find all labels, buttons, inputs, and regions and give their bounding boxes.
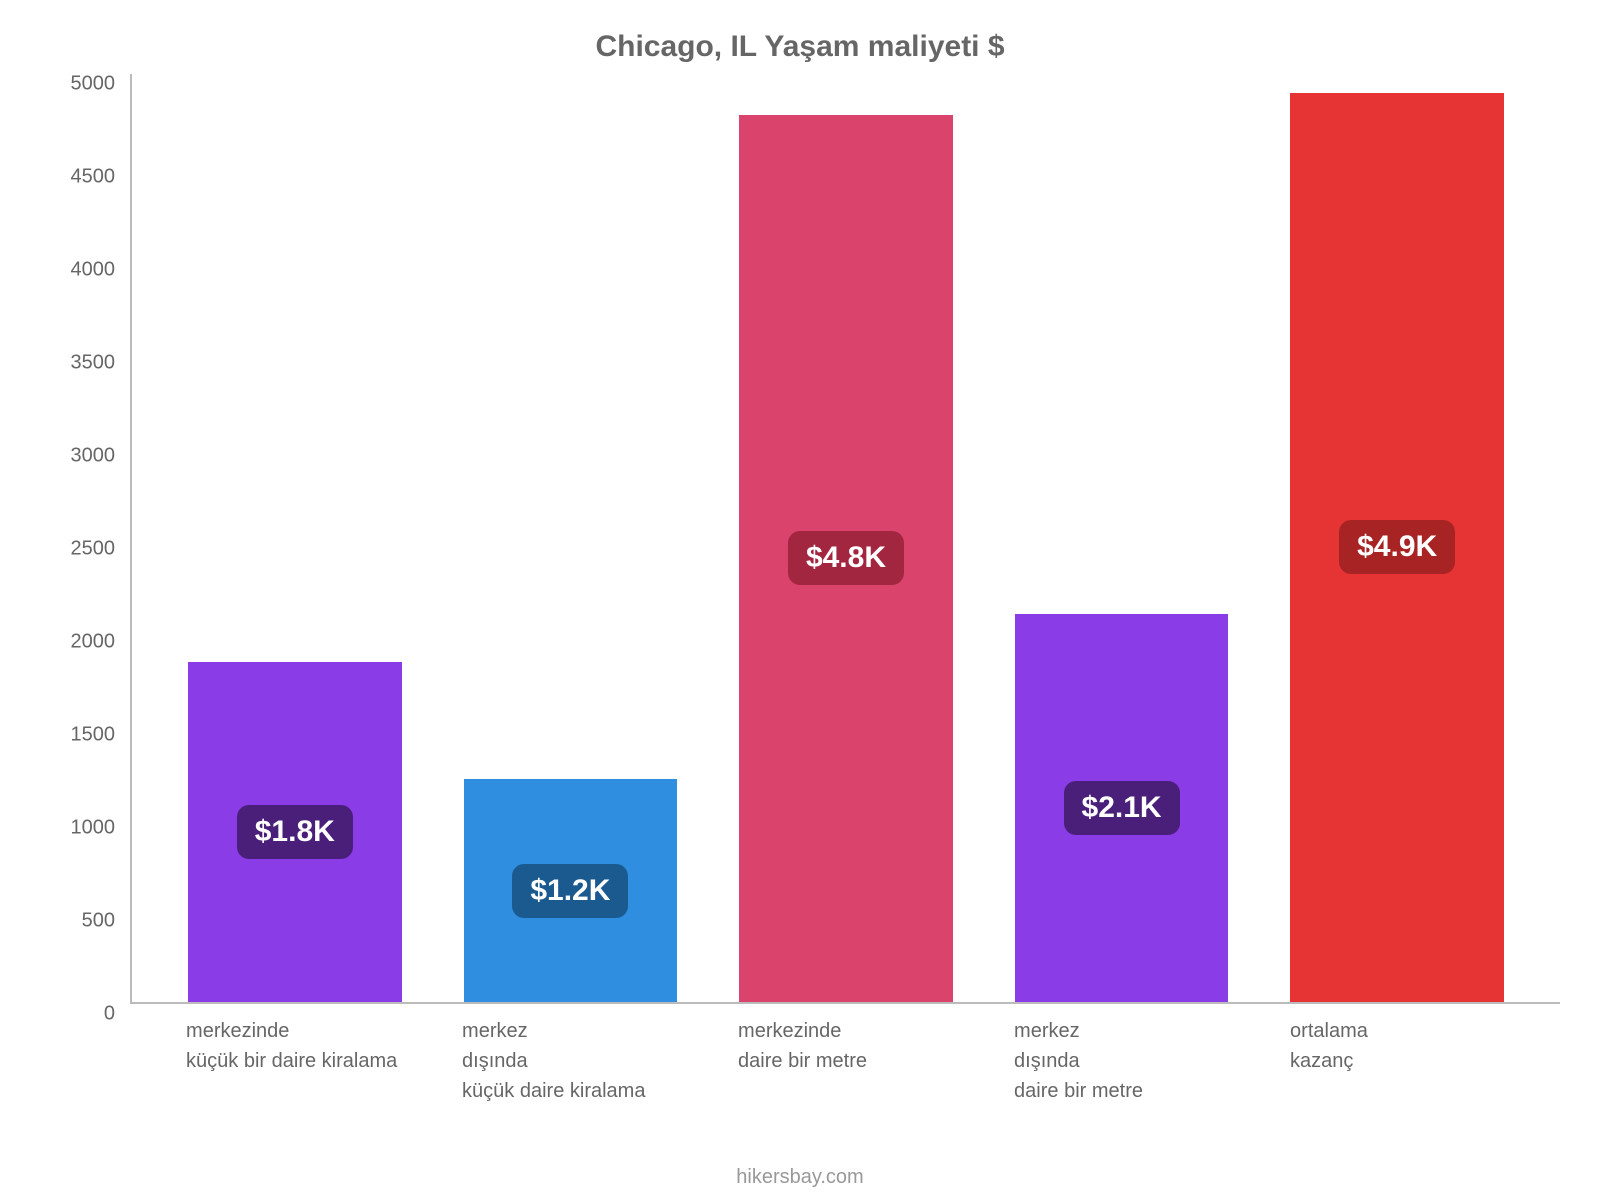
x-tick-label: merkezinde küçük bir daire kiralama (186, 1016, 400, 1106)
x-tick-label: merkez dışında daire bir metre (1014, 1016, 1228, 1106)
y-tick-label: 2500 (45, 538, 115, 561)
bar-value-badge: $1.2K (512, 864, 628, 918)
bar-value-badge: $4.8K (788, 531, 904, 585)
bar: $4.9K (1290, 93, 1504, 1002)
x-tick-label: merkez dışında küçük daire kiralama (462, 1016, 676, 1106)
y-axis: 0500100015002000250030003500400045005000 (40, 74, 130, 1004)
plot-area: $1.8K $1.2K $4.8K $2.1K $4.9K (130, 74, 1560, 1004)
y-tick-label: 500 (45, 910, 115, 933)
x-tick-label: merkezinde daire bir metre (738, 1016, 952, 1106)
bar: $2.1K (1015, 614, 1229, 1002)
bar-value-badge: $4.9K (1339, 520, 1455, 574)
y-tick-label: 1000 (45, 817, 115, 840)
chart-container: Chicago, IL Yaşam maliyeti $ 0 500 1000 150… (0, 0, 1600, 1200)
y-tick-label: 3000 (45, 445, 115, 468)
plot-row: 0500100015002000250030003500400045005000… (40, 74, 1560, 1004)
y-tick-label: 5000 (45, 73, 115, 96)
bars-group: $1.8K $1.2K $4.8K $2.1K $4.9K (132, 74, 1560, 1002)
y-tick-label: 3500 (45, 352, 115, 375)
y-tick-label: 1500 (45, 724, 115, 747)
bar: $1.8K (188, 662, 402, 1002)
y-tick-label: 2000 (45, 631, 115, 654)
bar: $1.2K (464, 779, 678, 1002)
y-tick-label: 4000 (45, 259, 115, 282)
bar-value-badge: $2.1K (1064, 781, 1180, 835)
y-tick-label: 0 (45, 1003, 115, 1026)
y-tick-label: 4500 (45, 166, 115, 189)
x-tick-label: ortalama kazanç (1290, 1016, 1504, 1106)
bar-value-badge: $1.8K (237, 805, 353, 859)
source-credit: hikersbay.com (40, 1166, 1560, 1189)
bar: $4.8K (739, 115, 953, 1002)
x-axis: merkezinde küçük bir daire kiralama merke… (130, 1004, 1560, 1106)
chart-title: Chicago, IL Yaşam maliyeti $ (40, 30, 1560, 64)
